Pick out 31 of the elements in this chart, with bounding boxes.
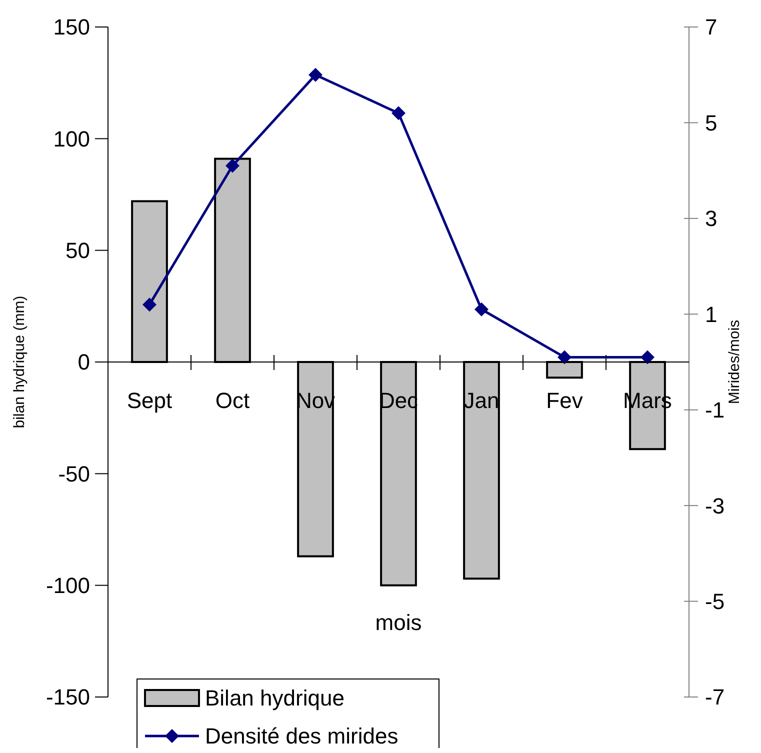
point [640,350,654,364]
y2-tick-label: -1 [705,398,725,423]
y-tick-label: 150 [53,14,90,40]
y-tick-label: -100 [46,573,90,598]
point [392,106,406,120]
x-tick-label: Fev [546,388,583,413]
y2-tick-label: -7 [705,684,725,710]
point [142,298,156,312]
y2-tick-label: 5 [705,110,718,136]
legend-label: Bilan hydrique [205,686,344,711]
y2-tick-label: 1 [705,302,718,327]
y2-tick-label: -5 [705,588,725,614]
point [474,302,488,316]
y-tick-label: 50 [66,238,90,264]
y-tick-label: -150 [46,684,90,710]
point [558,350,572,364]
y2-tick-label: 7 [705,14,718,40]
y-tick-label: 0 [78,350,90,375]
y-axis-title: bilan hydrique (mm) [11,296,28,428]
x-tick-label: Oct [215,388,250,413]
y2-tick-label: 3 [705,206,718,232]
y2-tick-label: -3 [705,493,725,518]
legend-label: Densité des mirides [205,724,398,749]
x-axis-title: mois [375,610,422,635]
point [226,158,240,173]
point [308,68,322,82]
x-tick-label: Sept [126,388,172,413]
y-tick-label: 100 [53,126,90,152]
y2-axis-title: Mirides/mois [726,320,743,404]
x-tick-label: Jan [464,388,500,413]
y-tick-label: -50 [58,461,90,486]
